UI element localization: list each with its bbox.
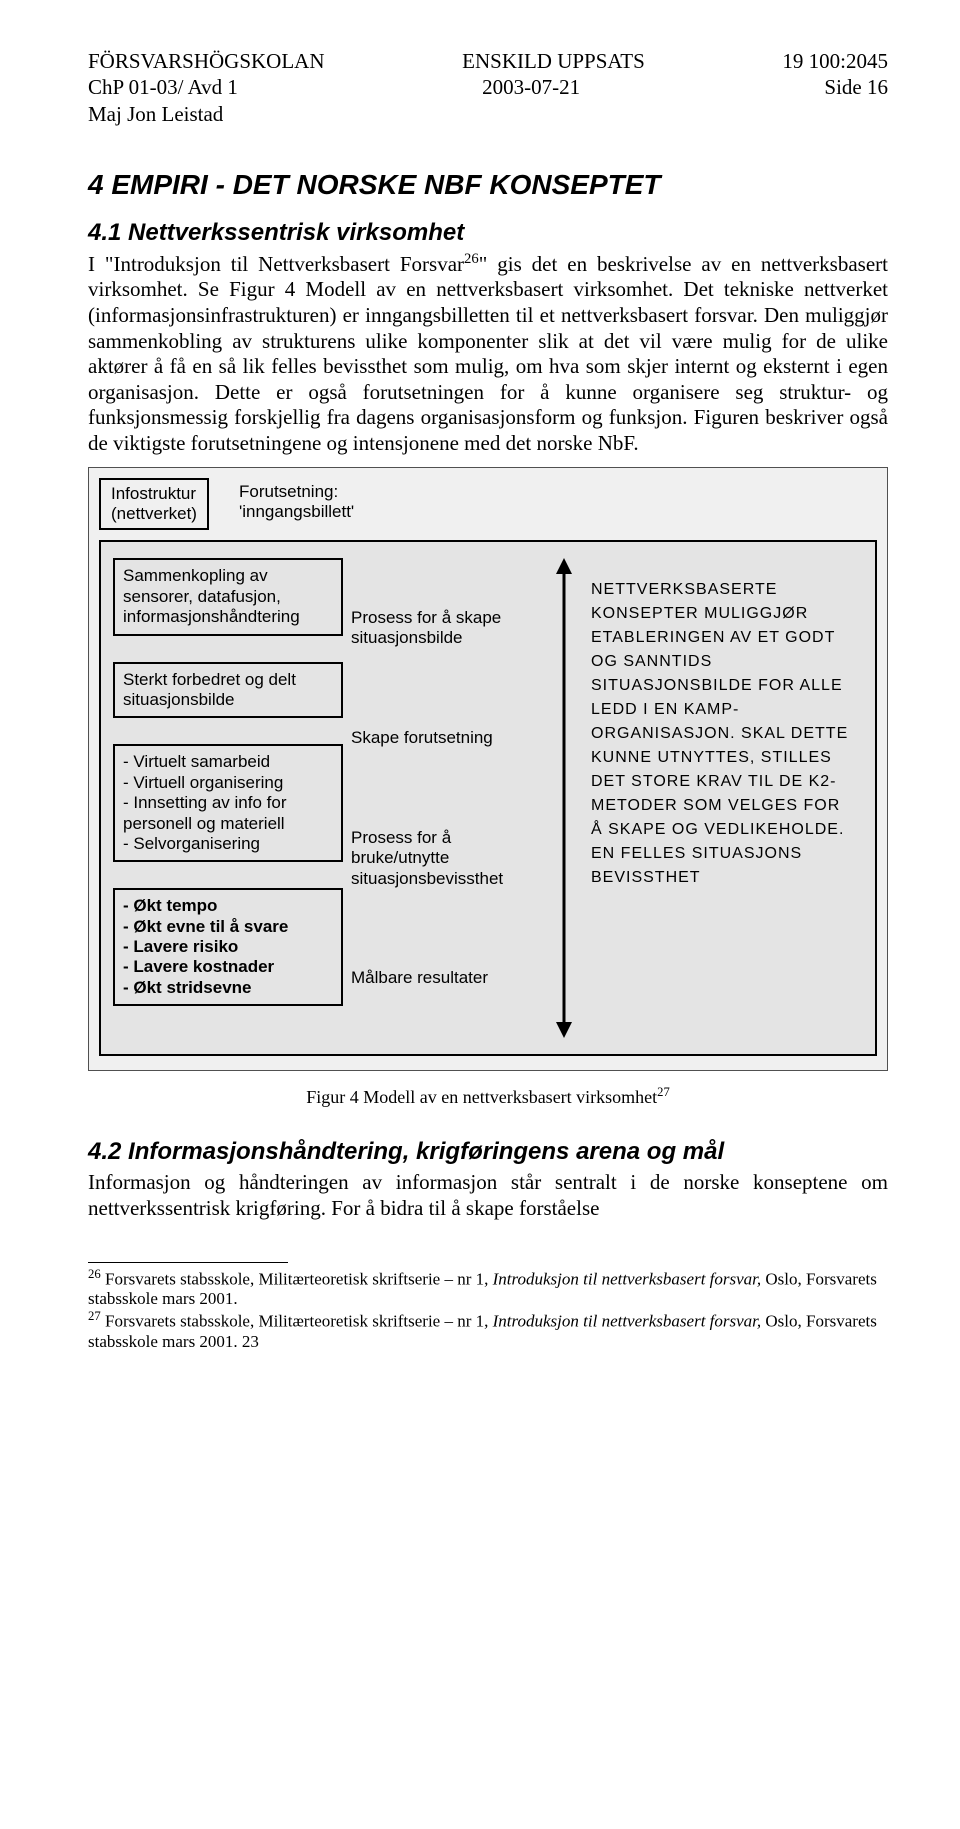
footnote-ref-27: 27 [657,1085,670,1099]
footnote-26-text-a: Forsvarets stabsskole, Militærteoretisk … [101,1269,493,1288]
footnote-27-text-a: Forsvarets stabsskole, Militærteoretisk … [101,1312,493,1331]
header-date: 2003-07-21 [482,74,580,100]
para1-part-b: " gis det en beskrivelse av en nettverks… [88,252,888,455]
header-row-1: FÖRSVARSHÖGSKOLAN ENSKILD UPPSATS 19 100… [88,48,888,74]
figure-mid-label-1: Prosess for å skape situasjonsbilde [351,608,541,649]
figure-left-box-1: Sammenkopling av sensorer, datafusjon, i… [113,558,343,635]
header-page: Side 16 [824,74,888,100]
figure-top-box-line2: (nettverket) [111,504,197,523]
figure-left-box-4: - Økt tempo - Økt evne til å svare - Lav… [113,888,343,1006]
section-4-1-heading: 4.1 Nettverkssentrisk virksomhet [88,219,888,247]
figure-top-label: Forutsetning: 'inngangsbillett' [239,478,354,531]
figure-top-label-line1: Forutsetning: [239,482,338,501]
figure-right-text: NETTVERKSBASERTE KONSEPTER MULIGGJØR ETA… [579,558,863,1038]
figure-middle-column: Prosess for å skape situasjonsbilde Skap… [343,558,549,1038]
para1-part-a: I "Introduksjon til Nettverksbasert Fors… [88,252,464,276]
figure-caption: Figur 4 Modell av en nettverksbasert vir… [88,1085,888,1108]
footnote-ref-26: 26 [464,251,479,267]
footnote-26: 26 Forsvarets stabsskole, Militærteoreti… [88,1267,888,1310]
figure-top-box: Infostruktur (nettverket) [99,478,209,531]
footnote-26-num: 26 [88,1267,101,1281]
section-4-2-heading: 4.2 Informasjonshåndtering, krigføringen… [88,1138,888,1166]
figure-left-column: Sammenkopling av sensorer, datafusjon, i… [113,558,343,1038]
footnote-27: 27 Forsvarets stabsskole, Militærteoreti… [88,1309,888,1352]
figure-4-container: Infostruktur (nettverket) Forutsetning: … [88,467,888,1072]
footnote-26-italic: Introduksjon til nettverksbasert forsvar… [493,1269,762,1288]
section-4-heading: 4 EMPIRI - DET NORSKE NBF KONSEPTET [88,169,888,201]
header-author: Maj Jon Leistad [88,101,888,127]
section-4-1-paragraph: I "Introduksjon til Nettverksbasert Fors… [88,251,888,457]
figure-top-box-line1: Infostruktur [111,484,196,503]
footnote-27-italic: Introduksjon til nettverksbasert forsvar… [493,1312,762,1331]
figure-left-box-3: - Virtuelt samarbeid - Virtuell organise… [113,744,343,862]
figure-mid-label-3: Prosess for å bruke/utnytte situasjonsbe… [351,828,541,889]
footnote-separator [88,1262,288,1263]
figure-left-box-2: Sterkt forbedret og delt situasjonsbilde [113,662,343,719]
figure-mid-label-2: Skape forutsetning [351,728,541,748]
figure-caption-text: Figur 4 Modell av en nettverksbasert vir… [306,1087,657,1107]
section-4-2-paragraph: Informasjon og håndteringen av informasj… [88,1170,888,1221]
header-docnum: 19 100:2045 [782,48,888,74]
figure-arrow [549,558,579,1038]
header-doctype: ENSKILD UPPSATS [462,48,645,74]
figure-top-label-line2: 'inngangsbillett' [239,502,354,521]
figure-mid-label-4: Målbare resultater [351,968,541,988]
page: FÖRSVARSHÖGSKOLAN ENSKILD UPPSATS 19 100… [0,0,960,1412]
figure-main-frame: Sammenkopling av sensorer, datafusjon, i… [99,540,877,1056]
figure-top-row: Infostruktur (nettverket) Forutsetning: … [99,478,877,531]
double-arrow-icon [552,558,576,1038]
footnote-27-num: 27 [88,1309,101,1323]
header-row-2: ChP 01-03/ Avd 1 2003-07-21 Side 16 [88,74,888,100]
header-org: FÖRSVARSHÖGSKOLAN [88,48,325,74]
header-course: ChP 01-03/ Avd 1 [88,74,238,100]
